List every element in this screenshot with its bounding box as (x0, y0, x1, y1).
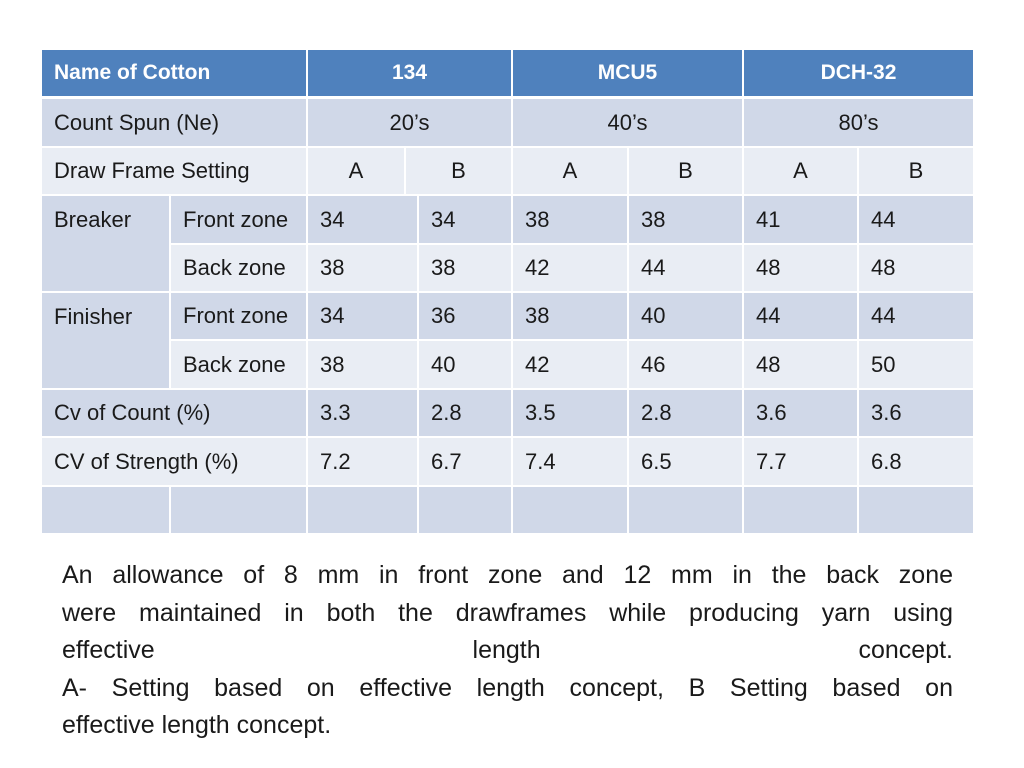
table-grid: Name of Cotton 134 MCU5 DCH-32 Count Spun (N… (42, 50, 973, 534)
breaker-back-value: 48 (859, 245, 973, 291)
draw-frame-setting: A (308, 148, 404, 194)
cv-count-value: 3.6 (744, 390, 857, 436)
cv-strength-value: 7.2 (308, 438, 417, 485)
empty-cell (629, 487, 742, 533)
breaker-back-value: 48 (744, 245, 857, 291)
breaker-front-value: 41 (744, 196, 857, 243)
draw-frame-setting: B (859, 148, 973, 194)
count-spun-value: 40’s (513, 99, 742, 146)
finisher-back-value: 38 (308, 341, 417, 388)
note-line-3: effective length concept. (62, 636, 953, 664)
finisher-front-value: 40 (629, 293, 742, 339)
count-spun-label: Count Spun (Ne) (42, 99, 306, 146)
header-name-of-cotton: Name of Cotton (42, 50, 306, 96)
explanatory-note: An allowance of 8 mm in front zone and 1… (62, 557, 953, 745)
cv-strength-label: CV of Strength (%) (42, 438, 306, 485)
finisher-front-value: 34 (308, 293, 417, 339)
cv-count-value: 3.3 (308, 390, 417, 436)
cv-count-value: 3.6 (859, 390, 973, 436)
empty-cell (171, 487, 306, 533)
finisher-front-value: 44 (859, 293, 973, 339)
cv-strength-value: 6.7 (419, 438, 511, 485)
count-spun-value: 80’s (744, 99, 973, 146)
count-spun-value: 20’s (308, 99, 511, 146)
breaker-label: Breaker (42, 196, 169, 291)
breaker-front-value: 34 (308, 196, 417, 243)
draw-frame-label: Draw Frame Setting (42, 148, 306, 194)
draw-frame-setting: B (629, 148, 742, 194)
draw-frame-setting: A (744, 148, 857, 194)
cv-count-value: 3.5 (513, 390, 627, 436)
note-line-4: A- Setting based on effective length con… (62, 673, 953, 702)
empty-cell (859, 487, 973, 533)
finisher-back-value: 48 (744, 341, 857, 388)
breaker-back-zone-label: Back zone (171, 245, 306, 291)
finisher-back-value: 40 (419, 341, 511, 388)
finisher-front-zone-label: Front zone (171, 293, 306, 339)
breaker-back-value: 38 (308, 245, 417, 291)
cv-count-label: Cv of Count (%) (42, 390, 306, 436)
note-line-5: effective length concept. (62, 711, 332, 739)
empty-cell (42, 487, 169, 533)
finisher-back-value: 50 (859, 341, 973, 388)
finisher-front-value: 36 (419, 293, 511, 339)
breaker-front-value: 34 (419, 196, 511, 243)
breaker-back-value: 44 (629, 245, 742, 291)
cv-strength-value: 6.8 (859, 438, 973, 485)
breaker-front-zone-label: Front zone (171, 196, 306, 243)
draw-frame-setting: A (513, 148, 627, 194)
header-cotton-1: MCU5 (513, 50, 742, 96)
finisher-back-zone-label: Back zone (171, 341, 306, 388)
note-line-2: were maintained in both the drawframes w… (62, 598, 953, 627)
breaker-front-value: 44 (859, 196, 973, 243)
header-cotton-2: DCH-32 (744, 50, 973, 96)
cv-strength-value: 7.4 (513, 438, 627, 485)
breaker-back-value: 42 (513, 245, 627, 291)
empty-cell (419, 487, 511, 533)
finisher-back-value: 42 (513, 341, 627, 388)
header-cotton-0: 134 (308, 50, 511, 96)
empty-cell (513, 487, 627, 533)
breaker-front-value: 38 (629, 196, 742, 243)
finisher-front-value: 44 (744, 293, 857, 339)
finisher-back-value: 46 (629, 341, 742, 388)
empty-cell (308, 487, 417, 533)
note-line-1: An allowance of 8 mm in front zone and 1… (62, 561, 953, 589)
draw-frame-setting: B (406, 148, 511, 194)
finisher-label: Finisher (42, 293, 169, 388)
breaker-back-value: 38 (419, 245, 511, 291)
breaker-front-value: 38 (513, 196, 627, 243)
cv-count-value: 2.8 (629, 390, 742, 436)
empty-cell (744, 487, 857, 533)
data-table: Name of Cotton 134 MCU5 DCH-32 Count Spun (N… (42, 50, 973, 534)
cv-count-value: 2.8 (419, 390, 511, 436)
cv-strength-value: 7.7 (744, 438, 857, 485)
cv-strength-value: 6.5 (629, 438, 742, 485)
finisher-front-value: 38 (513, 293, 627, 339)
